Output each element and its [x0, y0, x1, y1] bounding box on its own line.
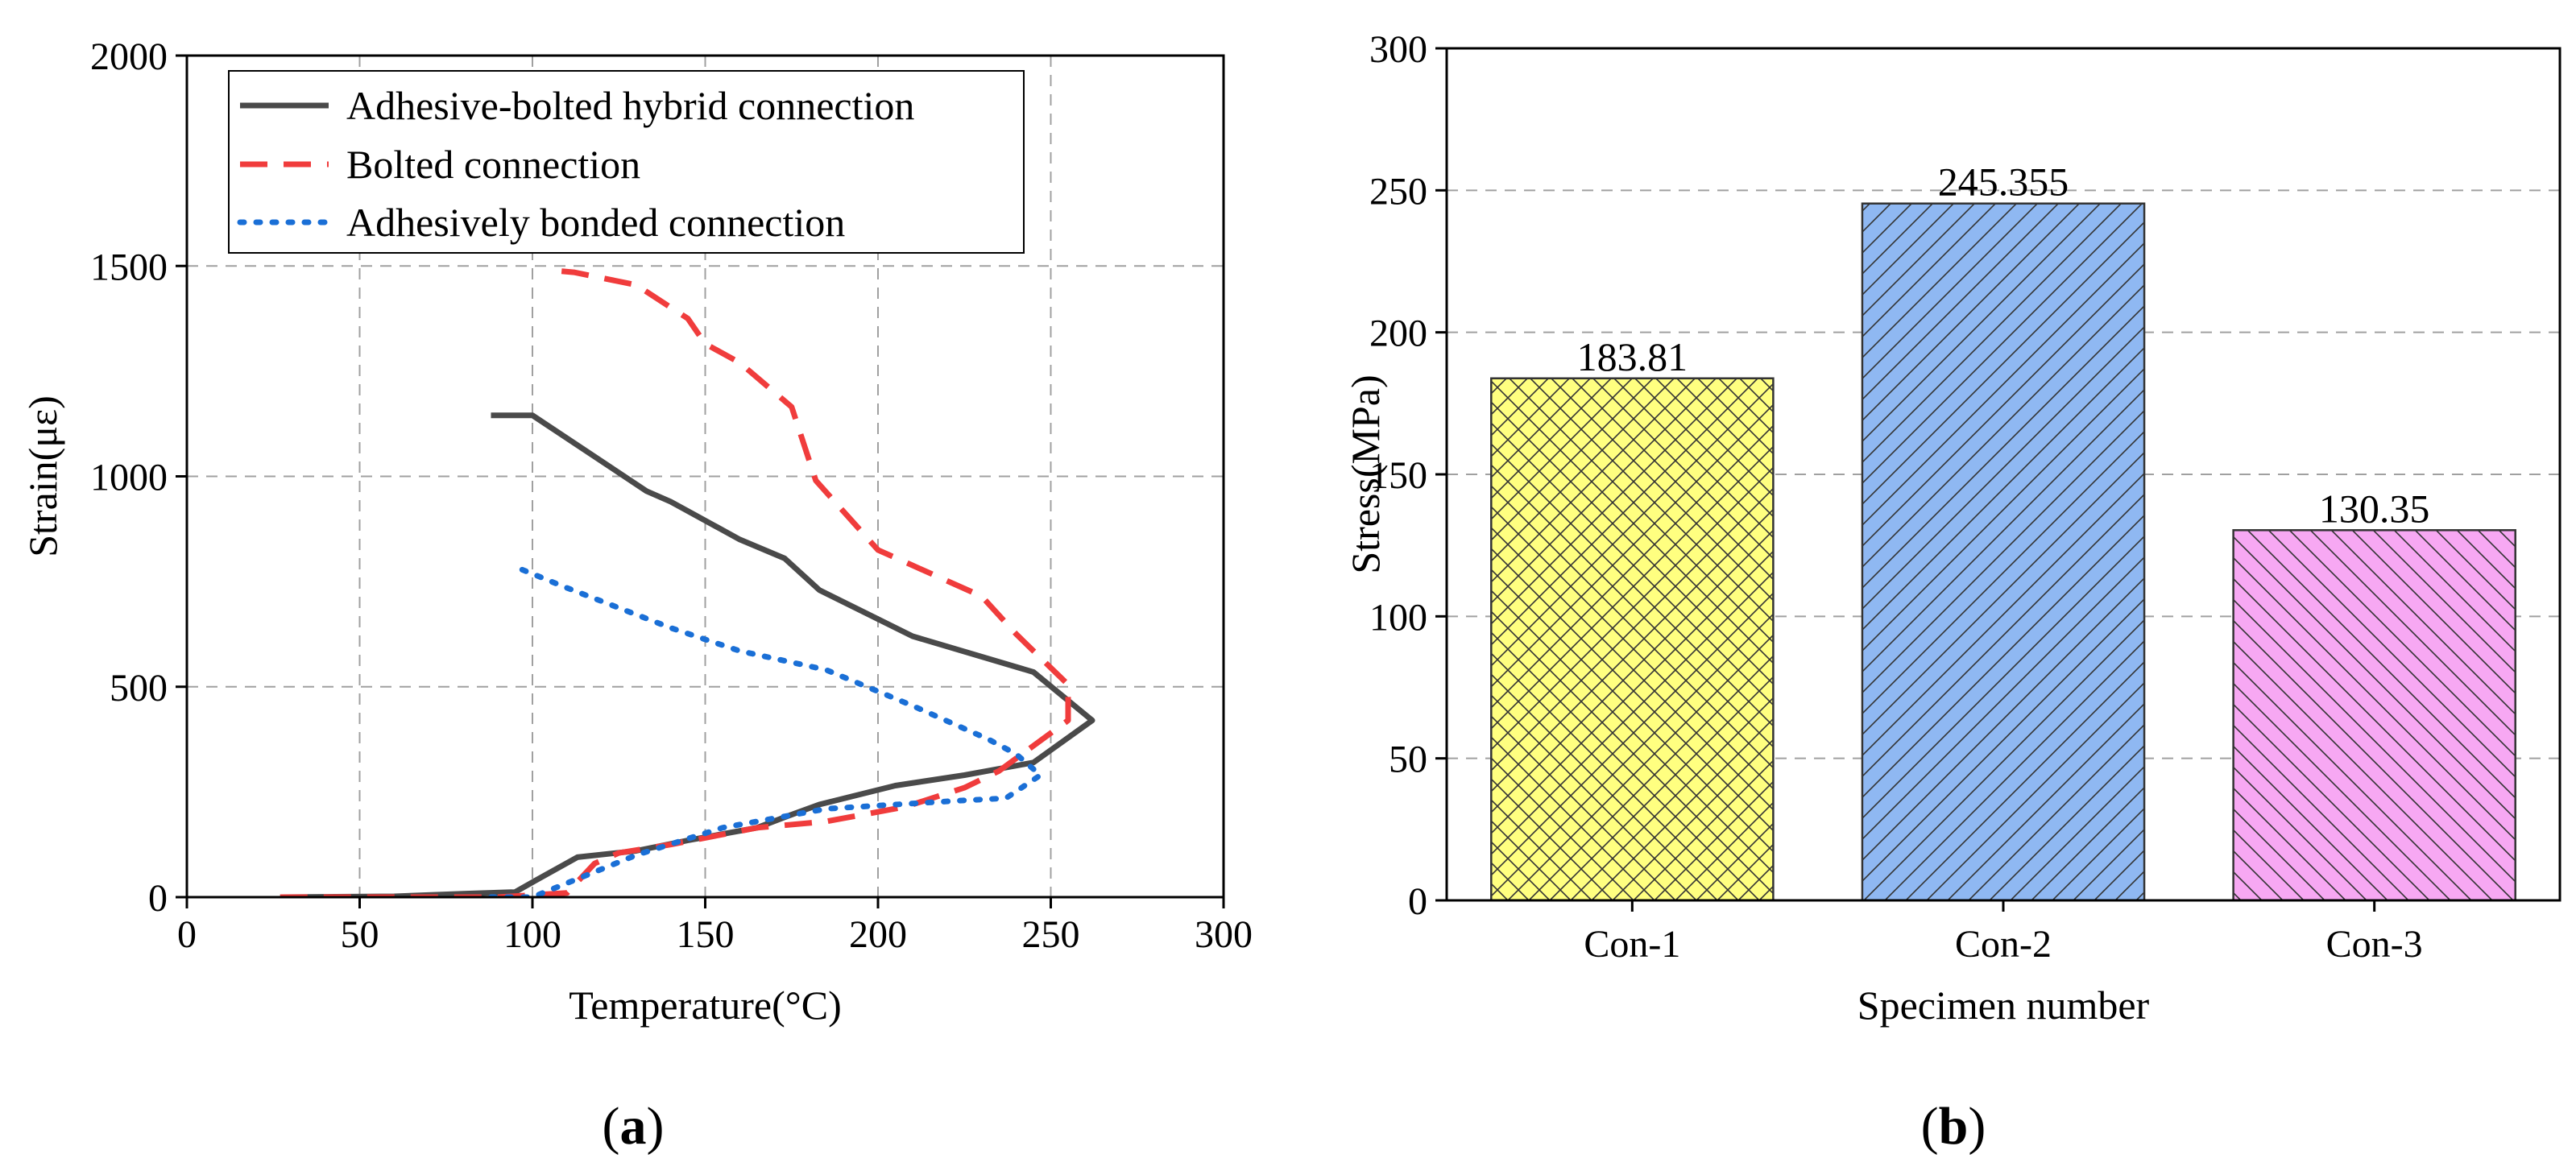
x-tick-label: 100	[503, 913, 561, 956]
y-axis-label-a: Strain(με)	[20, 395, 65, 557]
line-chart-panel-a: 0 50 100 150 200 250 300 0 500 1000 1500 2000 Tempe…	[20, 35, 1253, 1156]
y-tick-label: 500	[110, 667, 168, 710]
panel-label-a: (a)	[603, 1097, 665, 1156]
series-line-bolted	[280, 267, 1071, 897]
y-tick-label: 200	[1369, 312, 1427, 355]
axis-ticks-a: 0 50 100 150 200 250 300 0 500 1000 1500 2000	[90, 35, 1253, 956]
y-tick-label: 100	[1369, 596, 1427, 639]
x-tick-label: 50	[341, 913, 379, 956]
x-tick-label: 250	[1022, 913, 1080, 956]
y-tick-label: 1500	[90, 246, 168, 288]
y-axis-label-b: Stress(MPa)	[1343, 374, 1388, 573]
panel-label-b: (b)	[1921, 1097, 1986, 1156]
bars-group-b: 183.81 245.355 130.35	[1490, 159, 2516, 902]
legend-a: Adhesive-bolted hybrid connection Bolted…	[228, 70, 1025, 254]
series-group-a	[280, 267, 1095, 897]
x-tick-label-con-2: Con-2	[1955, 923, 2052, 966]
y-tick-label: 1000	[90, 457, 168, 499]
x-tick-label: 150	[677, 913, 735, 956]
legend-label-hybrid: Adhesive-bolted hybrid connection	[346, 83, 914, 128]
bar-con-3	[2232, 529, 2516, 902]
bar-con-2	[1861, 202, 2146, 902]
legend-label-bolted: Bolted connection	[346, 142, 640, 187]
series-line-hybrid	[280, 412, 1095, 897]
y-tick-label: 300	[1369, 28, 1427, 71]
y-tick-label: 2000	[90, 35, 168, 78]
axis-ticks-b: 0 50 100 150 200 250 300 Con-1 Con-2 Con-3	[1369, 28, 2423, 966]
data-label-con-2: 245.355	[1938, 159, 2069, 205]
panel-letter-a: a	[620, 1097, 647, 1156]
x-axis-label-a: Temperature(°C)	[569, 983, 842, 1028]
x-tick-label: 300	[1195, 913, 1253, 956]
legend-box	[228, 70, 1025, 254]
bar-chart-panel-b: 183.81 245.355 130.35 0 50 100 150 200 250 300 Co…	[1343, 28, 2562, 1156]
x-tick-label-con-1: Con-1	[1584, 923, 1680, 966]
y-tick-label: 0	[1408, 880, 1427, 923]
data-label-con-1: 183.81	[1577, 334, 1688, 379]
x-tick-label: 0	[177, 913, 197, 956]
y-tick-label: 150	[1369, 454, 1427, 497]
bar-con-1	[1490, 377, 1775, 902]
data-label-con-3: 130.35	[2319, 486, 2430, 531]
y-tick-label: 50	[1389, 739, 1427, 781]
x-tick-label: 200	[849, 913, 907, 956]
x-tick-label-con-3: Con-3	[2326, 923, 2423, 966]
panel-letter-b: b	[1939, 1097, 1969, 1156]
y-tick-label: 0	[148, 877, 168, 920]
x-axis-label-b: Specimen number	[1857, 983, 2150, 1028]
y-tick-label: 250	[1369, 170, 1427, 213]
legend-label-bonded: Adhesively bonded connection	[346, 200, 845, 245]
series-line-bonded	[488, 564, 1044, 897]
